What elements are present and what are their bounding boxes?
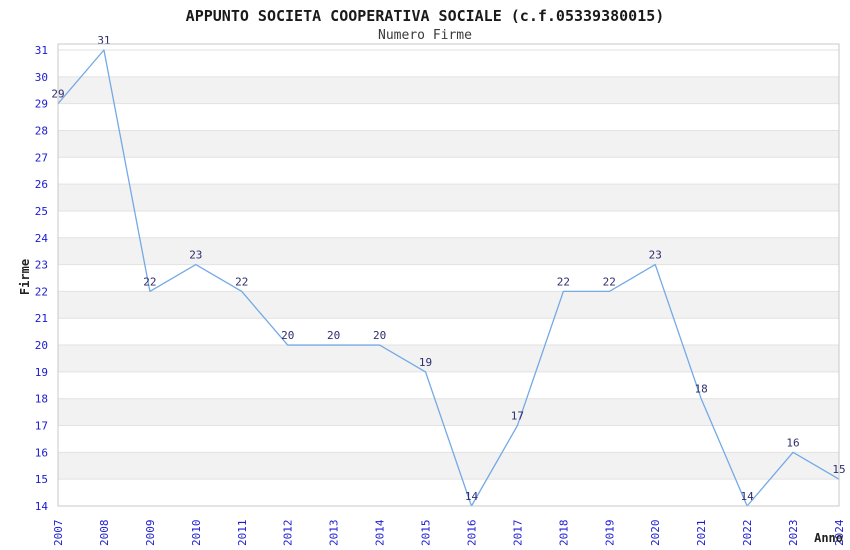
chart-subtitle: Numero Firme — [378, 28, 472, 43]
y-tick-label: 24 — [35, 232, 49, 245]
y-tick-label: 22 — [35, 285, 48, 298]
point-label: 22 — [603, 275, 616, 288]
point-label: 22 — [143, 275, 156, 288]
y-tick-label: 14 — [35, 500, 49, 513]
y-tick-label: 19 — [35, 366, 48, 379]
x-tick-label: 2022 — [741, 520, 754, 547]
x-tick-label: 2009 — [144, 520, 157, 547]
x-tick-label: 2024 — [833, 519, 846, 546]
y-tick-label: 20 — [35, 339, 48, 352]
y-tick-label: 26 — [35, 178, 48, 191]
point-label: 17 — [511, 410, 524, 423]
y-axis-title: Firme — [18, 259, 32, 295]
point-label: 20 — [327, 329, 340, 342]
grid-band — [58, 398, 839, 426]
x-tick-label: 2008 — [98, 520, 111, 547]
x-tick-label: 2014 — [374, 519, 387, 546]
point-label: 16 — [786, 436, 799, 449]
y-tick-label: 25 — [35, 205, 48, 218]
y-tick-label: 29 — [35, 98, 48, 111]
x-tick-label: 2007 — [52, 520, 65, 547]
x-axis-title: Anno — [814, 531, 843, 545]
plot-background — [58, 44, 839, 506]
y-tick-label: 17 — [35, 420, 48, 433]
x-tick-label: 2015 — [420, 520, 433, 547]
series-line — [57, 49, 840, 507]
grid-band — [58, 184, 839, 211]
point-label: 31 — [97, 34, 110, 47]
y-tick-label: 16 — [35, 446, 48, 459]
point-label: 23 — [649, 249, 662, 262]
y-tick-label: 18 — [35, 393, 48, 406]
chart-title: APPUNTO SOCIETA COOPERATIVA SOCIALE (c.f… — [185, 7, 665, 25]
point-label: 18 — [695, 383, 708, 396]
x-tick-label: 2016 — [465, 520, 478, 547]
point-label: 22 — [235, 275, 248, 288]
point-label: 22 — [557, 275, 570, 288]
grid-band — [58, 130, 839, 158]
point-label: 19 — [419, 356, 432, 369]
grid-band — [58, 237, 839, 265]
grid-band — [58, 76, 839, 104]
x-tick-label: 2023 — [787, 520, 800, 547]
y-tick-label: 31 — [35, 44, 48, 57]
y-tick-label: 28 — [35, 124, 48, 137]
plot-border — [57, 43, 840, 507]
x-tick-label: 2012 — [282, 520, 295, 547]
x-tick-label: 2020 — [649, 520, 662, 547]
grid-band — [58, 291, 839, 319]
y-tick-label: 27 — [35, 151, 48, 164]
point-label: 23 — [189, 249, 202, 262]
point-label: 14 — [740, 490, 754, 503]
x-tick-label: 2018 — [557, 520, 570, 547]
point-label: 14 — [465, 490, 479, 503]
x-tick-label: 2017 — [511, 520, 524, 547]
y-tick-label: 21 — [35, 312, 48, 325]
grid-band — [58, 345, 839, 372]
point-label: 20 — [373, 329, 386, 342]
y-tick-label: 15 — [35, 473, 48, 486]
x-tick-label: 2013 — [328, 520, 341, 547]
y-tick-label: 23 — [35, 259, 48, 272]
x-tick-label: 2019 — [603, 520, 616, 547]
x-tick-label: 2021 — [695, 520, 708, 547]
x-tick-label: 2010 — [190, 520, 203, 547]
grid-band — [58, 452, 839, 480]
y-tick-label: 30 — [35, 71, 48, 84]
point-label: 20 — [281, 329, 294, 342]
chart-layer: 1415161718192021222324252627282930312007… — [35, 34, 846, 546]
x-tick-label: 2011 — [236, 520, 249, 547]
